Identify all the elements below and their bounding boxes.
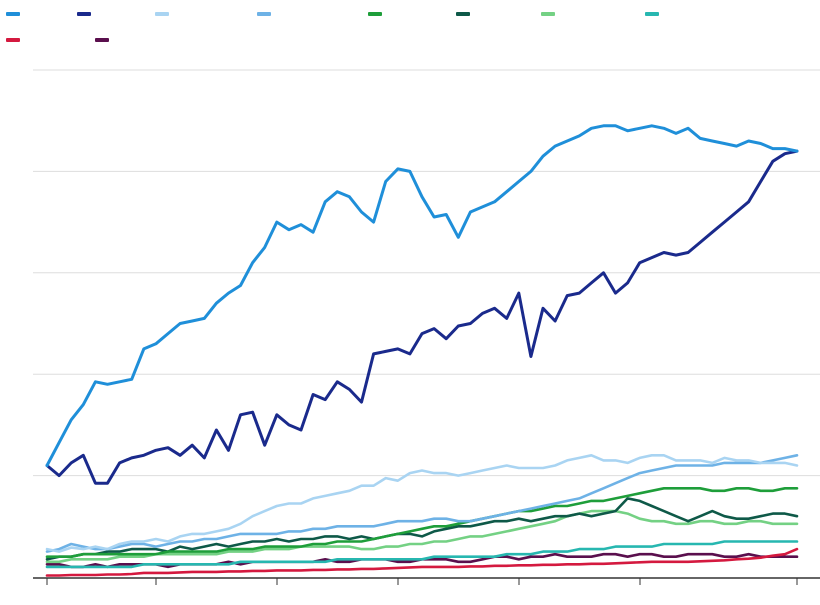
legend-swatch-7	[541, 12, 555, 16]
legend	[6, 12, 659, 42]
series-lines	[45, 124, 799, 577]
legend-swatch-5	[368, 12, 382, 16]
series-line-3	[45, 453, 799, 553]
legend-swatch-1	[6, 12, 20, 16]
series-line-5	[45, 486, 799, 559]
legend-swatch-3	[155, 12, 169, 16]
y-gridlines	[33, 69, 820, 477]
legend-swatch-6	[456, 12, 470, 16]
legend-swatch-4	[257, 12, 271, 16]
series-line-2	[45, 149, 799, 485]
legend-swatch-2	[77, 12, 91, 16]
series-line-8	[45, 540, 799, 569]
legend-swatch-8	[645, 12, 659, 16]
series-line-9	[45, 547, 799, 577]
series-line-7	[45, 509, 799, 564]
x-axis	[33, 577, 820, 585]
legend-swatch-9	[6, 38, 20, 42]
series-line-4	[45, 453, 799, 553]
legend-swatch-10	[95, 38, 109, 42]
series-line-6	[45, 497, 799, 561]
series-line-1	[45, 124, 799, 467]
